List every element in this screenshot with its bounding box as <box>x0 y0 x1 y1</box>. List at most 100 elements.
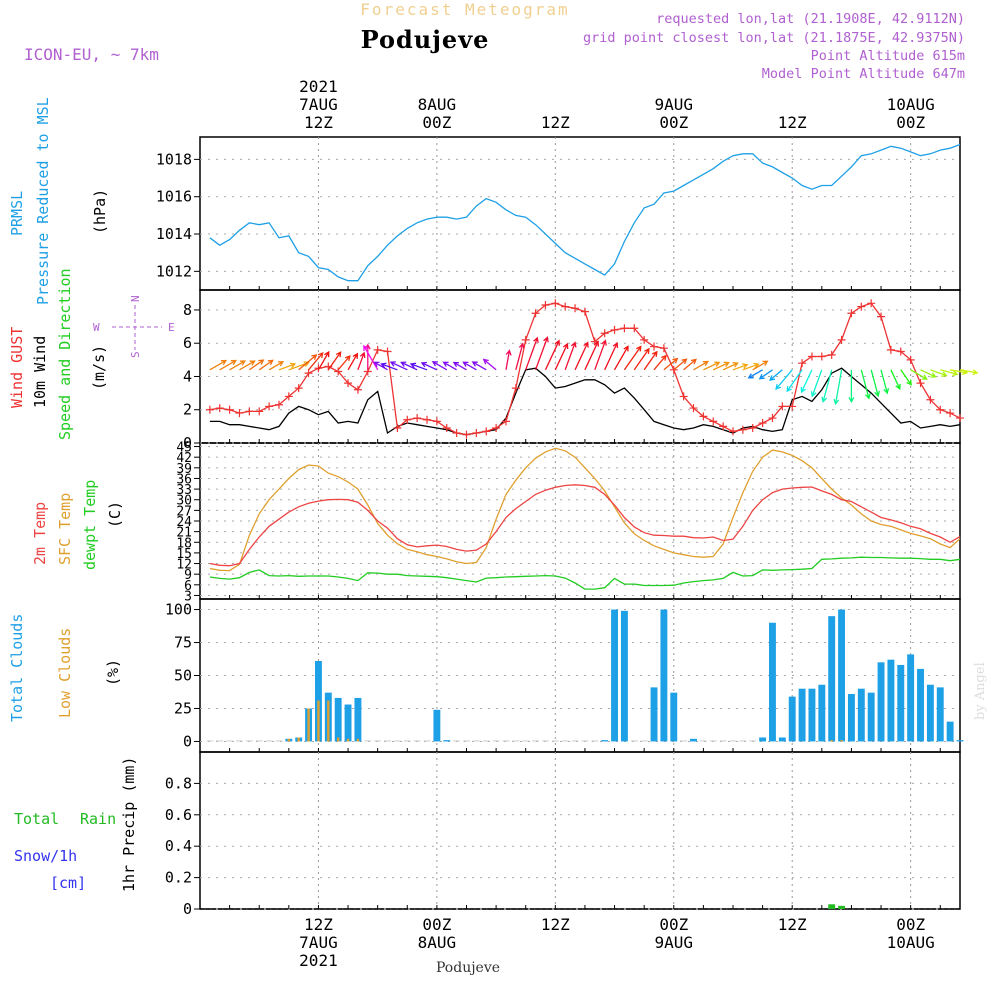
total-cloud-bar <box>226 740 234 742</box>
temp2m-label: 2m Temp <box>31 502 49 565</box>
wind-arrow <box>515 342 525 370</box>
bottom-time-label: 7AUG <box>299 933 338 952</box>
top-time-label: 7AUG <box>299 95 338 114</box>
wind-arrow <box>758 369 773 380</box>
total-cloud-bar <box>601 740 609 742</box>
total-cloud-bar <box>463 740 470 742</box>
precip-labels: Total Rain Snow/1h [cm] 1hr Precip (mm) <box>14 757 138 892</box>
total-cloud-bar <box>778 737 786 742</box>
wind-labels: Wind GUST 10m Wind Speed and Direction (… <box>8 268 108 440</box>
gust-point <box>314 364 323 373</box>
gust-point <box>689 404 698 413</box>
gust-point <box>580 307 589 316</box>
credit: by Angel <box>973 662 988 720</box>
total-cloud-bar <box>374 740 382 742</box>
total-cloud-bar <box>522 740 530 742</box>
wind-arrow <box>633 347 650 371</box>
gust-point <box>501 417 510 426</box>
total-cloud-bar <box>433 709 441 742</box>
gust-point <box>679 392 688 401</box>
total-cloud-bar <box>887 659 895 742</box>
gust-point <box>600 329 609 338</box>
point-altitude: Point Altitude 615m <box>811 48 965 64</box>
gust-point <box>630 324 639 333</box>
gust-point <box>284 392 293 401</box>
wind-arrow <box>452 361 467 371</box>
wind-arrow <box>747 369 763 379</box>
rain-label: Rain <box>80 810 116 828</box>
pressure-reduced-label: Pressure Reduced to MSL <box>34 97 52 305</box>
y-tick-label: 27 <box>176 504 192 519</box>
wind-arrow <box>623 345 642 371</box>
wind-arrow <box>769 369 783 381</box>
gust-point <box>778 402 787 411</box>
total-cloud-bar <box>660 609 668 742</box>
wind-arrow <box>544 339 560 371</box>
total-cloud-bar <box>344 704 352 742</box>
wind-arrow <box>673 358 688 371</box>
wind-arrow <box>703 361 721 371</box>
wind-arrow <box>722 362 739 371</box>
gust-point <box>373 345 382 354</box>
total-cloud-bar <box>808 688 816 742</box>
total-cloud-bar <box>897 664 905 742</box>
rain-bar <box>838 905 846 909</box>
y-tick-label: 18 <box>176 536 192 551</box>
wind-arrow <box>574 341 589 371</box>
y-tick-label: 39 <box>176 462 192 477</box>
total-cloud-bar <box>236 740 243 742</box>
total-cloud-bar <box>443 740 451 742</box>
compass-e: E <box>168 321 175 334</box>
wind-arrow <box>810 369 823 398</box>
wind-10m-label: 10m Wind <box>31 336 49 408</box>
y-tick-label: 36 <box>176 472 192 487</box>
top-time-label: 10AUG <box>887 95 935 114</box>
y-tick-label: 33 <box>176 483 192 498</box>
wind-arrow <box>643 350 658 371</box>
y-tick-label: 0.4 <box>165 837 192 855</box>
gust-point <box>353 385 362 394</box>
y-tick-label: 21 <box>176 526 192 541</box>
wind-arrow <box>732 363 749 371</box>
wind-arrow <box>400 361 418 371</box>
wind-arrow <box>219 359 237 371</box>
wind-arrow <box>663 357 679 371</box>
pressure-line <box>209 143 961 282</box>
total-cloud-bar <box>926 684 934 742</box>
y-tick-label: 0 <box>183 434 192 452</box>
total-cloud-bar <box>946 721 954 742</box>
gust-point <box>531 309 540 318</box>
gust-point <box>423 415 432 424</box>
wind-arrow <box>775 369 793 391</box>
requested-coords: requested lon,lat (21.1908E, 42.9112N) <box>656 11 965 27</box>
gust-point <box>452 429 461 438</box>
total-cloud-bar <box>838 609 846 742</box>
total-cloud-bar <box>670 692 678 742</box>
low-cloud-bar <box>346 738 350 742</box>
total-cloud-bar <box>423 740 431 742</box>
total-cloud-bar <box>699 740 707 742</box>
total-precip-label: Total <box>14 810 59 828</box>
total-cloud-bar <box>847 693 855 742</box>
gust-point <box>699 412 708 421</box>
wind-arrow <box>380 362 398 371</box>
y-tick-label: 45 <box>176 441 192 456</box>
gust-point <box>768 414 777 423</box>
total-cloud-bar <box>828 616 836 742</box>
bottom-time-label: 8AUG <box>418 933 457 952</box>
rain-bar <box>828 904 836 909</box>
bottom-time-label: 12Z <box>541 915 570 934</box>
top-time-label: 9AUG <box>655 95 694 114</box>
total-cloud-bar <box>729 740 737 742</box>
snow-label: Snow/1h <box>14 847 77 865</box>
gust-point <box>245 407 254 416</box>
wind-arrow <box>525 336 539 371</box>
wind-arrow <box>420 361 438 371</box>
wind-arrow <box>278 362 297 371</box>
wind-arrow <box>870 369 880 398</box>
gust-point <box>432 417 441 426</box>
gust-point <box>442 424 451 433</box>
y-tick-label: 42 <box>176 451 192 466</box>
wind-arrow <box>363 344 379 371</box>
